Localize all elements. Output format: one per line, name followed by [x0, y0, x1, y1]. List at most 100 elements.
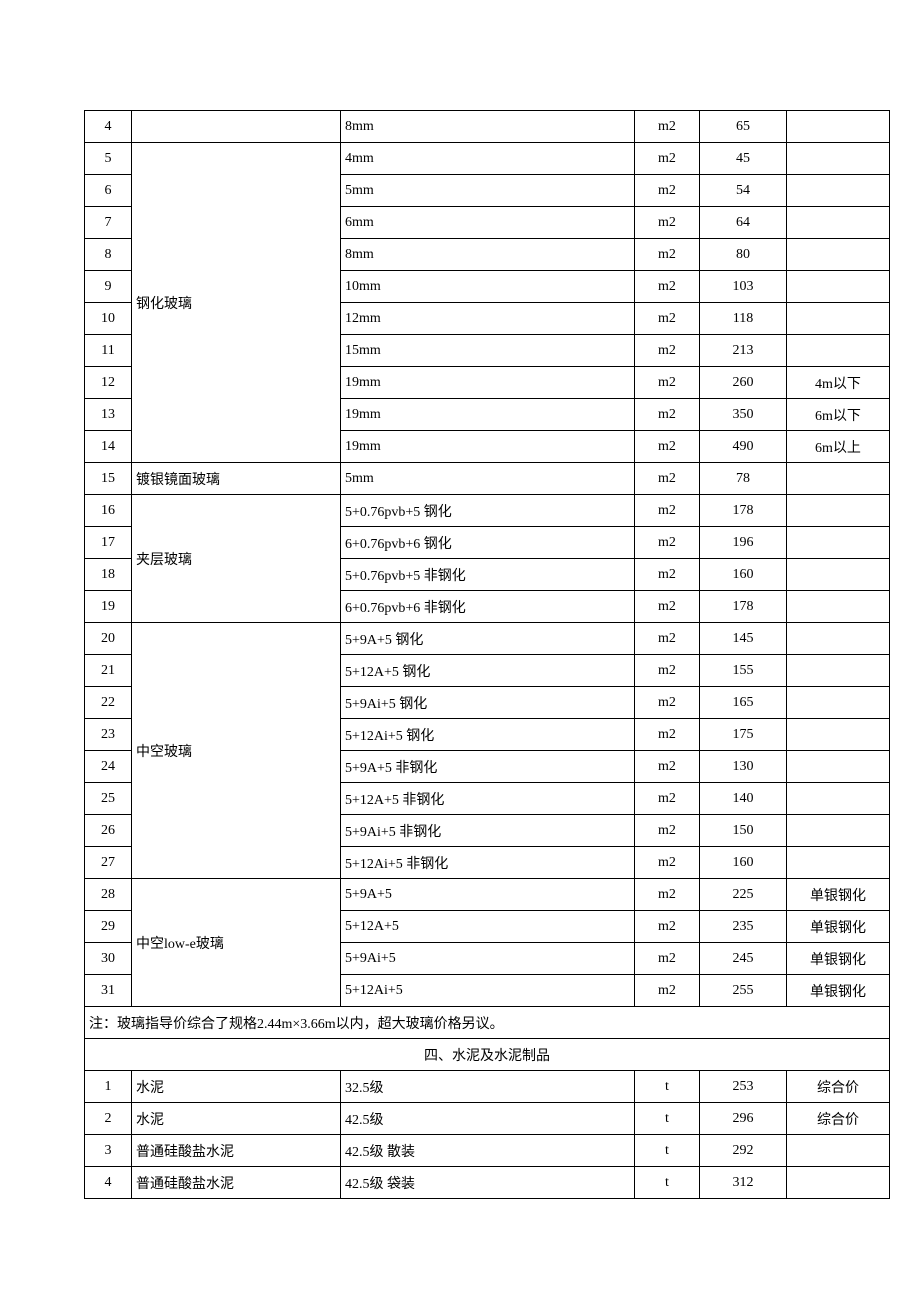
cell-unit: m2	[635, 463, 700, 495]
cell-index: 17	[85, 527, 132, 559]
cell-price: 178	[700, 591, 787, 623]
cell-spec: 12mm	[341, 303, 635, 335]
cell-spec: 8mm	[341, 239, 635, 271]
cell-note: 综合价	[787, 1103, 890, 1135]
cell-price: 103	[700, 271, 787, 303]
cell-spec: 5mm	[341, 175, 635, 207]
cell-note	[787, 111, 890, 143]
cell-index: 16	[85, 495, 132, 527]
cell-note: 单银钢化	[787, 975, 890, 1007]
cell-note: 单银钢化	[787, 879, 890, 911]
cell-index: 13	[85, 399, 132, 431]
cell-note	[787, 303, 890, 335]
cell-unit: m2	[635, 655, 700, 687]
cell-index: 7	[85, 207, 132, 239]
cell-note	[787, 783, 890, 815]
cell-index: 24	[85, 751, 132, 783]
cell-index: 10	[85, 303, 132, 335]
cell-spec: 8mm	[341, 111, 635, 143]
cell-price: 253	[700, 1071, 787, 1103]
cell-unit: m2	[635, 399, 700, 431]
cell-price: 292	[700, 1135, 787, 1167]
table-row: 15镀银镜面玻璃5mmm278	[85, 463, 890, 495]
cell-spec: 5+12Ai+5 钢化	[341, 719, 635, 751]
price-table: 48mmm2655钢化玻璃4mmm24565mmm25476mmm26488mm…	[84, 110, 890, 1199]
cell-name-group: 中空low-e玻璃	[132, 879, 341, 1007]
cell-note	[787, 847, 890, 879]
table-row: 4普通硅酸盐水泥42.5级 袋装t312	[85, 1167, 890, 1199]
cell-index: 15	[85, 463, 132, 495]
table-row: 28中空low-e玻璃5+9A+5m2225单银钢化	[85, 879, 890, 911]
cell-price: 490	[700, 431, 787, 463]
cell-spec: 6+0.76pvb+6 钢化	[341, 527, 635, 559]
cell-note: 综合价	[787, 1071, 890, 1103]
cell-unit: m2	[635, 303, 700, 335]
cell-unit: m2	[635, 879, 700, 911]
cell-unit: m2	[635, 271, 700, 303]
cell-unit: t	[635, 1167, 700, 1199]
cell-spec: 5+9A+5 非钢化	[341, 751, 635, 783]
cell-unit: m2	[635, 751, 700, 783]
cell-spec: 5mm	[341, 463, 635, 495]
note-row: 注：玻璃指导价综合了规格2.44m×3.66m以内，超大玻璃价格另议。	[85, 1007, 890, 1039]
cell-note	[787, 271, 890, 303]
cell-index: 30	[85, 943, 132, 975]
table-row: 20中空玻璃5+9A+5 钢化m2145	[85, 623, 890, 655]
cell-spec: 5+12A+5	[341, 911, 635, 943]
cell-unit: t	[635, 1103, 700, 1135]
section-title-row: 四、水泥及水泥制品	[85, 1039, 890, 1071]
cell-spec: 5+9Ai+5 非钢化	[341, 815, 635, 847]
cell-unit: m2	[635, 623, 700, 655]
cell-unit: m2	[635, 591, 700, 623]
cell-index: 12	[85, 367, 132, 399]
cell-price: 140	[700, 783, 787, 815]
cell-unit: m2	[635, 431, 700, 463]
cell-unit: m2	[635, 143, 700, 175]
cell-price: 213	[700, 335, 787, 367]
cell-price: 80	[700, 239, 787, 271]
cell-unit: m2	[635, 911, 700, 943]
cell-unit: m2	[635, 367, 700, 399]
cell-unit: t	[635, 1071, 700, 1103]
cell-name-group: 钢化玻璃	[132, 143, 341, 463]
cell-note	[787, 527, 890, 559]
cell-index: 25	[85, 783, 132, 815]
cell-price: 255	[700, 975, 787, 1007]
cell-price: 175	[700, 719, 787, 751]
table-row: 2水泥42.5级t296综合价	[85, 1103, 890, 1135]
cell-price: 160	[700, 847, 787, 879]
cell-note: 4m以下	[787, 367, 890, 399]
cell-price: 235	[700, 911, 787, 943]
cell-index: 20	[85, 623, 132, 655]
cell-spec: 15mm	[341, 335, 635, 367]
cell-index: 2	[85, 1103, 132, 1135]
cell-note	[787, 239, 890, 271]
cell-name	[132, 111, 341, 143]
cell-unit: m2	[635, 175, 700, 207]
cell-price: 130	[700, 751, 787, 783]
cell-unit: m2	[635, 111, 700, 143]
cell-note	[787, 1167, 890, 1199]
cell-spec: 19mm	[341, 399, 635, 431]
cell-spec: 42.5级	[341, 1103, 635, 1135]
cell-index: 31	[85, 975, 132, 1007]
cell-price: 350	[700, 399, 787, 431]
cell-unit: m2	[635, 783, 700, 815]
cell-name: 水泥	[132, 1103, 341, 1135]
cell-spec: 6+0.76pvb+6 非钢化	[341, 591, 635, 623]
cell-index: 4	[85, 111, 132, 143]
cell-unit: m2	[635, 719, 700, 751]
cell-note	[787, 175, 890, 207]
cell-price: 45	[700, 143, 787, 175]
cell-note	[787, 1135, 890, 1167]
cell-note: 单银钢化	[787, 911, 890, 943]
cell-spec: 5+9A+5 钢化	[341, 623, 635, 655]
cell-spec: 5+9Ai+5 钢化	[341, 687, 635, 719]
cell-price: 196	[700, 527, 787, 559]
cell-spec: 5+9Ai+5	[341, 943, 635, 975]
cell-unit: m2	[635, 239, 700, 271]
cell-note: 6m以上	[787, 431, 890, 463]
cell-price: 150	[700, 815, 787, 847]
cell-unit: m2	[635, 943, 700, 975]
cell-spec: 5+12A+5 钢化	[341, 655, 635, 687]
